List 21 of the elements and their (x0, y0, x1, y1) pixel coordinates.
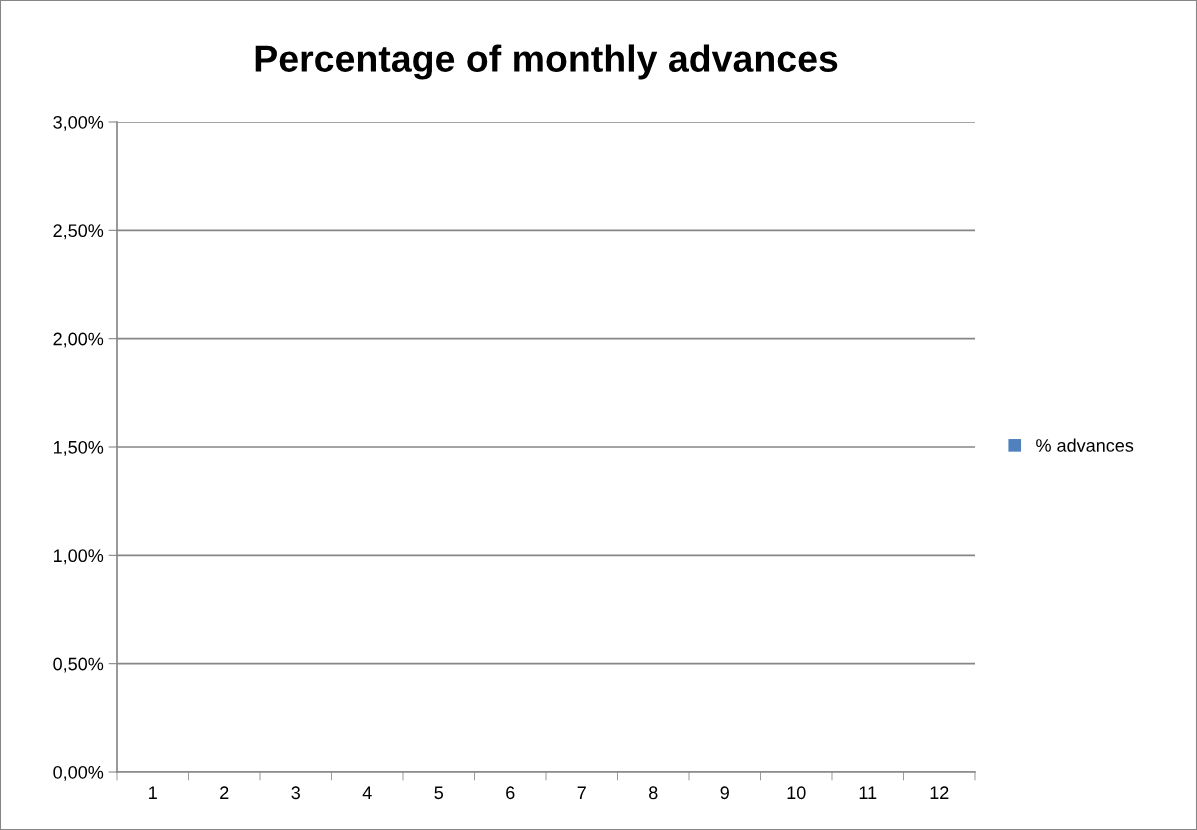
x-tick-label: 12 (930, 786, 949, 799)
x-tick-label: 2 (220, 786, 229, 799)
y-tick-label: 0,50% (53, 657, 104, 673)
y-tick-label: 1,00% (53, 549, 104, 565)
chart-title: Percentage of monthly advances (255, 44, 838, 80)
x-tick-label: 11 (859, 786, 877, 799)
legend-label: % advances (1036, 438, 1134, 452)
x-tick-label: 4 (362, 786, 372, 799)
y-tick-label: 1,50% (53, 440, 104, 456)
x-tick-label: 7 (577, 786, 586, 799)
x-tick-label: 8 (649, 786, 658, 800)
x-tick-label: 1 (149, 786, 157, 799)
y-tick-label: 0,00% (53, 765, 104, 781)
x-tick-label: 9 (720, 786, 729, 800)
x-tick-label: 6 (506, 786, 515, 800)
x-tick-label: 5 (434, 786, 444, 800)
x-tick-label: 10 (787, 786, 806, 800)
x-tick-label: 3 (291, 786, 300, 800)
y-tick-label: 3,00% (53, 115, 104, 131)
y-tick-label: 2,50% (53, 224, 104, 240)
y-tick-label: 2,00% (53, 332, 104, 348)
